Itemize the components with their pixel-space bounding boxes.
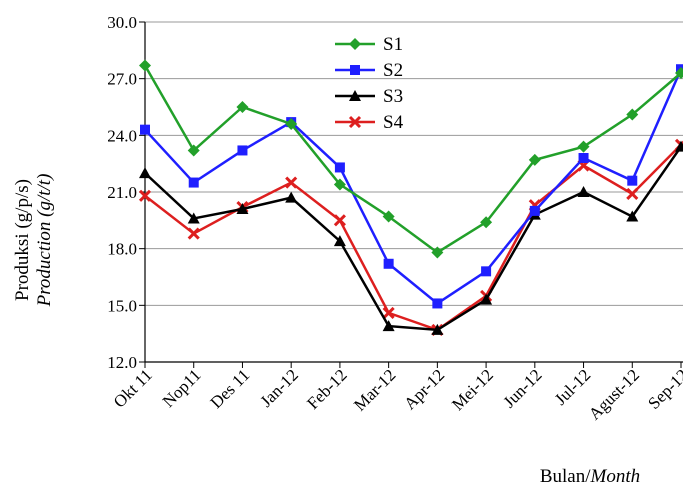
legend-item-S3: S3	[335, 86, 403, 107]
series-lines	[138, 59, 683, 336]
x-tick-label: Agust-12	[585, 365, 643, 423]
y-tick-labels: 12.0 15.0 18.0 21.0 24.0 27.0 30.0	[107, 13, 137, 372]
y-tick-label: 30.0	[107, 13, 137, 32]
legend: S1 S2 S3 S4	[335, 34, 404, 133]
point-S4-5	[382, 306, 395, 319]
legend-marker	[349, 90, 361, 101]
x-tick-label: Des 11	[207, 365, 254, 412]
y-tick-label: 27.0	[107, 70, 137, 89]
x-tick-label: Mar-12	[350, 365, 399, 414]
point-S4-10	[626, 187, 639, 200]
point-S2-7	[481, 266, 492, 277]
y-tick-label: 21.0	[107, 183, 137, 202]
point-S3-0	[139, 167, 151, 179]
point-S1-2	[236, 101, 249, 113]
point-S3-3	[285, 191, 298, 203]
y-axis-label-line2: Production (g/t/t)	[34, 174, 55, 308]
x-axis-label: Bulan/Month	[540, 466, 640, 487]
axes	[139, 21, 683, 368]
point-S1-6	[431, 246, 444, 259]
x-tick-label: Sep-12	[644, 365, 683, 412]
point-S1-11	[675, 67, 683, 79]
point-S3-11	[675, 140, 683, 152]
point-S1-4	[333, 178, 346, 191]
point-S1-5	[382, 210, 395, 223]
y-tick-label: 24.0	[107, 126, 137, 145]
x-tick-label: Jul-12	[551, 365, 594, 408]
point-S1-9	[577, 140, 590, 153]
legend-label: S3	[383, 86, 403, 107]
x-tick-label: Okt 11	[110, 365, 156, 411]
point-S3-6	[431, 323, 444, 335]
point-S1-3	[285, 118, 298, 130]
point-S1-7	[480, 216, 493, 229]
y-tick-label: 18.0	[107, 240, 137, 259]
legend-item-S4: S4	[335, 112, 404, 133]
legend-item-S2: S2	[335, 60, 403, 81]
x-tick-label: Jan-12	[257, 365, 302, 410]
point-S2-4	[334, 162, 345, 173]
x-tick-label: Apr-12	[400, 365, 448, 413]
legend-label: S2	[383, 60, 403, 81]
legend-marker	[350, 65, 360, 75]
point-S3-10	[626, 210, 639, 222]
line-S1	[143, 64, 682, 254]
x-tick-label: Mei-12	[448, 365, 497, 414]
point-S1-0	[139, 59, 151, 72]
line-S3	[144, 145, 683, 332]
line-S4	[144, 143, 682, 332]
x-axis-label-italic: Month	[590, 466, 641, 487]
series-S1	[139, 59, 683, 259]
point-S4-4	[333, 214, 346, 227]
point-S2-8	[529, 205, 540, 216]
legend-label: S4	[383, 112, 404, 133]
point-S2-9	[578, 153, 589, 163]
x-tick-labels: Okt 11 Nop11 Des 11 Jan-12 Feb-12 Mar-12 Apr-1…	[110, 365, 683, 423]
x-tick-label: Nop11	[159, 365, 205, 411]
legend-marker	[349, 38, 361, 50]
grid-lines	[145, 21, 683, 363]
point-S3-4	[333, 235, 346, 247]
point-S2-2	[237, 145, 248, 156]
legend-item-S1: S1	[335, 34, 403, 55]
point-S3-9	[577, 186, 590, 197]
y-tick-label: 15.0	[107, 296, 137, 315]
x-tick-label: Feb-12	[303, 365, 350, 412]
point-S4-0	[138, 189, 152, 202]
line-S2	[144, 68, 683, 305]
point-S2-1	[188, 177, 199, 188]
point-S4-3	[285, 176, 298, 189]
x-tick-label: Jun-12	[499, 365, 545, 411]
point-S2-6	[432, 298, 443, 309]
point-S1-1	[187, 144, 200, 157]
point-S3-2	[236, 203, 249, 214]
series-S2	[140, 64, 683, 309]
y-axis-label-line1: Produksi (g/p/s)	[12, 179, 33, 301]
series-S3	[139, 140, 683, 335]
point-S2-0	[140, 124, 150, 135]
point-S3-5	[382, 320, 395, 332]
point-S3-7	[480, 293, 493, 305]
point-S2-5	[383, 258, 394, 269]
y-tick-label: 12.0	[107, 353, 137, 372]
point-S4-1	[187, 227, 200, 240]
point-S3-1	[187, 212, 200, 224]
point-S1-8	[528, 153, 541, 166]
legend-marker	[348, 115, 362, 129]
point-S2-10	[627, 175, 638, 186]
x-axis-label-main: Bulan/	[540, 466, 591, 487]
legend-label: S1	[383, 34, 403, 55]
point-S1-10	[626, 108, 639, 121]
